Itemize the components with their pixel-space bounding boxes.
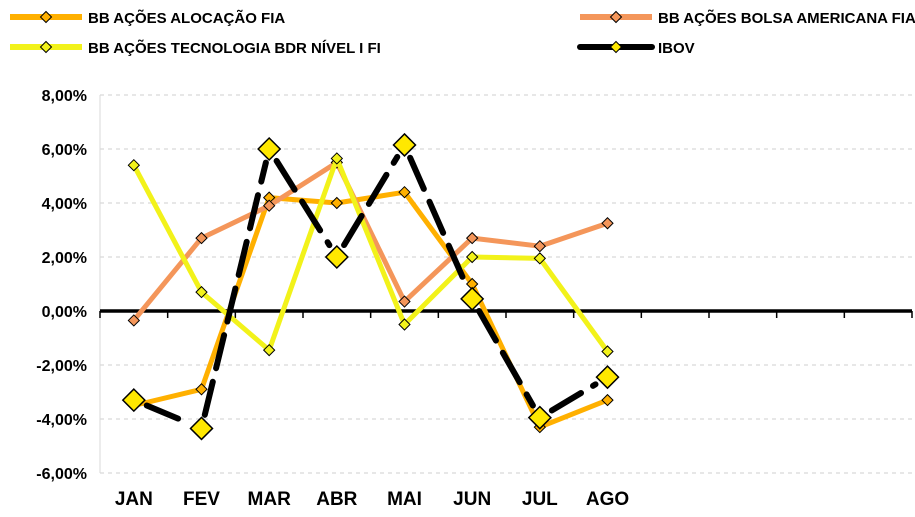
y-tick-label: 6,00% [42, 142, 87, 159]
y-tick-label: 0,00% [42, 304, 87, 321]
data-point [262, 199, 276, 212]
data-point [533, 239, 547, 253]
x-tick-label: JUL [522, 489, 558, 510]
data-point [257, 136, 282, 162]
x-tick-label: AGO [586, 489, 629, 510]
series-line-segment [407, 154, 470, 290]
data-point [324, 244, 349, 270]
data-point [121, 388, 146, 413]
plot-area [121, 132, 620, 441]
data-point [601, 345, 614, 358]
series-line-segment [548, 381, 599, 414]
y-tick-label: -2,00% [36, 358, 87, 375]
grid [100, 94, 912, 474]
series-line [131, 160, 609, 323]
data-point [392, 132, 417, 158]
data-point [127, 314, 141, 327]
x-tick-label: ABR [316, 489, 357, 510]
legend-label: BB AÇÕES BOLSA AMERICANA FIA [658, 9, 915, 27]
data-point [601, 393, 614, 407]
legend-item: BB AÇÕES ALOCAÇÃO FIA [10, 9, 285, 27]
data-point [465, 231, 479, 245]
data-point [398, 295, 411, 308]
legend-item: IBOV [577, 40, 695, 57]
x-tick-label: JUN [453, 489, 491, 510]
legend-swatch-marker [39, 10, 53, 24]
series-line-segment [476, 308, 536, 409]
y-tick-label: 2,00% [42, 250, 87, 267]
y-axis: 8,00% 6,00% 4,00% 2,00% 0,00% -2,00% -4,00% -6,… [36, 88, 101, 483]
legend-item: BB AÇÕES BOLSA AMERICANA FIA [580, 9, 915, 27]
legend-label: BB AÇÕES ALOCAÇÃO FIA [88, 9, 285, 27]
y-tick-label: 4,00% [42, 196, 87, 213]
x-axis: JAN FEV MAR ABR MAI JUN JUL AGO [99, 309, 913, 510]
series-3 [121, 132, 620, 441]
x-tick-label: MAR [248, 489, 292, 510]
data-point [527, 405, 552, 430]
data-point [595, 365, 620, 390]
y-tick-label: 8,00% [42, 88, 87, 105]
data-point [398, 318, 411, 331]
legend-label: BB AÇÕES TECNOLOGIA BDR NÍVEL I FI [88, 39, 381, 57]
data-point [398, 185, 411, 199]
data-point [195, 285, 208, 299]
y-tick-label: -4,00% [36, 412, 87, 429]
data-point [262, 343, 276, 357]
series-line-segment [273, 157, 333, 249]
data-point [330, 152, 344, 165]
data-point [195, 231, 208, 245]
data-point [460, 286, 485, 311]
series-2 [127, 152, 614, 358]
series-line-segment [143, 402, 192, 427]
data-point [127, 158, 141, 172]
legend-swatch-marker [39, 40, 53, 54]
data-point [330, 196, 344, 210]
legend-swatch-marker [609, 40, 623, 54]
legend-label: IBOV [658, 40, 695, 57]
data-point [601, 217, 614, 230]
legend-item: BB AÇÕES TECNOLOGIA BDR NÍVEL I FI [10, 39, 381, 57]
data-point [465, 250, 479, 264]
y-tick-label: -6,00% [36, 466, 87, 483]
data-point [189, 416, 214, 441]
data-point [533, 252, 547, 265]
series-line [131, 155, 610, 353]
series-line-segment [341, 153, 401, 249]
legend: BB AÇÕES ALOCAÇÃO FIA BB AÇÕES BOLSA AMER… [10, 9, 915, 57]
x-tick-label: FEV [183, 489, 220, 510]
x-tick-label: JAN [115, 489, 153, 510]
series-line-segment [201, 159, 269, 418]
data-point [195, 383, 208, 396]
legend-swatch-marker [609, 10, 623, 24]
x-tick-label: MAI [387, 489, 422, 510]
